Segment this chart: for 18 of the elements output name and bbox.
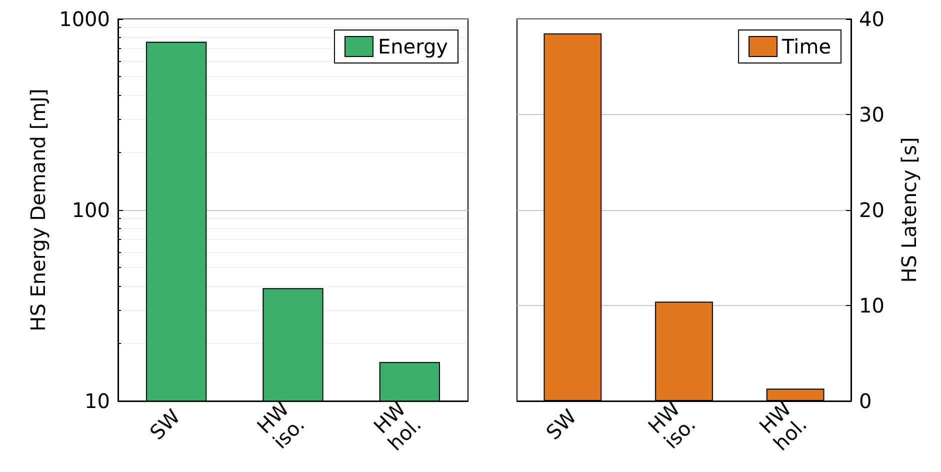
y-tick-label: 1000 bbox=[59, 7, 110, 31]
y2-tick-label: 40 bbox=[859, 7, 884, 31]
legend-label: Energy bbox=[378, 34, 448, 58]
y2-tick-label: 10 bbox=[859, 294, 884, 318]
x-tick-label: HW hol. bbox=[754, 396, 812, 456]
x-tick-label: HW iso. bbox=[643, 396, 700, 454]
y-tick-label: 100 bbox=[72, 198, 110, 222]
y2-tick-label: 30 bbox=[859, 102, 884, 126]
x-tick-label: HW iso. bbox=[252, 396, 310, 454]
x-tick-label: SW bbox=[541, 404, 582, 444]
y2-tick-label: 0 bbox=[859, 389, 872, 413]
y2-axis-title: HS Latency [s] bbox=[897, 137, 921, 283]
y-axis-title: HS Energy Demand [mJ] bbox=[26, 88, 50, 332]
legend-label: Time bbox=[781, 34, 832, 58]
x-tick-label: HW hol. bbox=[368, 396, 426, 456]
y-tick-label: 10 bbox=[84, 389, 110, 413]
y2-tick-label: 20 bbox=[859, 198, 884, 222]
x-tick-label: SW bbox=[144, 404, 185, 444]
